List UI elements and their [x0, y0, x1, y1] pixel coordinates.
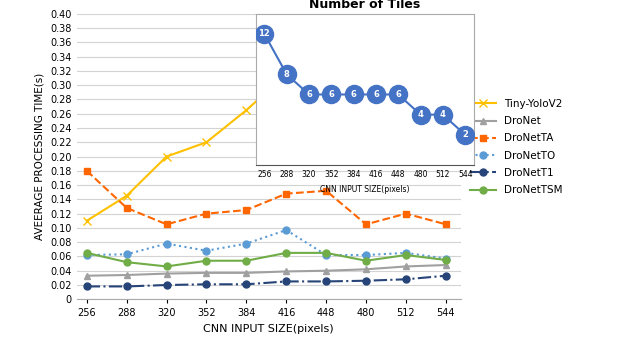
Text: 8: 8 [284, 70, 289, 79]
Text: 6: 6 [306, 90, 312, 99]
X-axis label: CNN INPUT SIZE(pixels): CNN INPUT SIZE(pixels) [204, 324, 334, 334]
Text: 6: 6 [328, 90, 334, 99]
Text: 6: 6 [373, 90, 379, 99]
Text: 2: 2 [462, 130, 468, 139]
Y-axis label: AVEERAGE PROCESSING TIME(s): AVEERAGE PROCESSING TIME(s) [35, 73, 45, 240]
Text: 4: 4 [440, 110, 446, 119]
Legend: Tiny-YoloV2, DroNet, DroNetTA, DroNetTO, DroNetT1, DroNetTSM: Tiny-YoloV2, DroNet, DroNetTA, DroNetTO,… [470, 99, 563, 195]
Title: Number of Tiles: Number of Tiles [309, 0, 420, 11]
X-axis label: CNN INPUT SIZE(pixels): CNN INPUT SIZE(pixels) [320, 184, 410, 194]
Text: 4: 4 [418, 110, 424, 119]
Text: 6: 6 [351, 90, 356, 99]
Text: 12: 12 [259, 30, 270, 39]
Text: 6: 6 [396, 90, 401, 99]
